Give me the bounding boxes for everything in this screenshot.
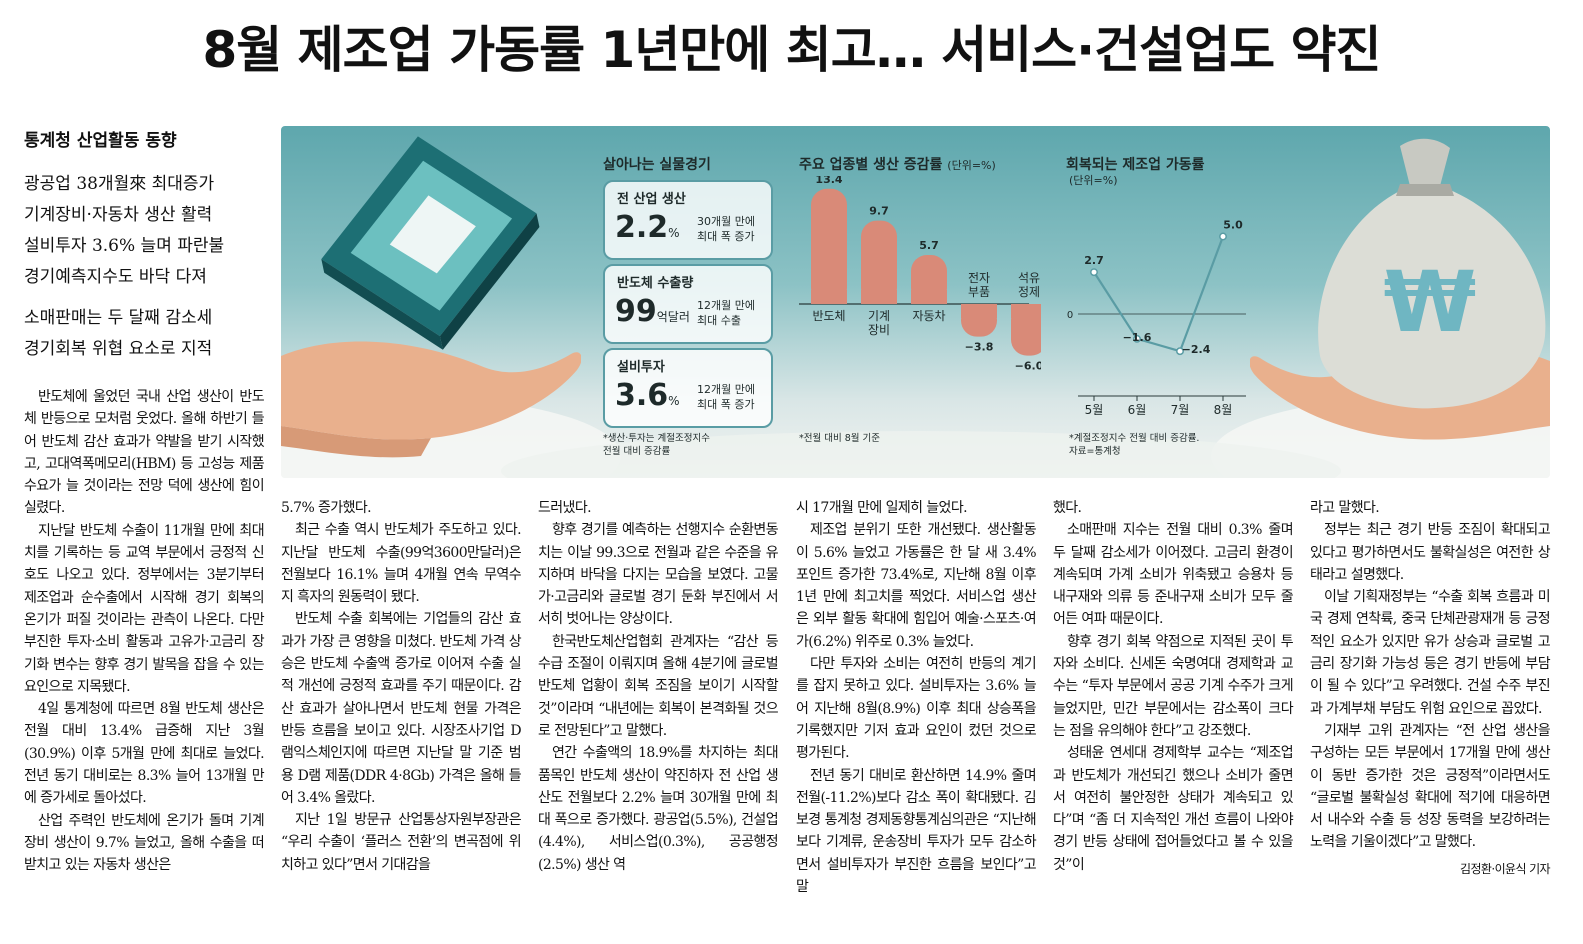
category-label: 전자 — [968, 271, 990, 285]
bar-base — [1011, 304, 1041, 318]
data-label: −1.6 — [1123, 331, 1152, 344]
category-label: 정제 — [1018, 285, 1040, 299]
paragraph: 했다. — [1053, 500, 1082, 516]
category-label: 석유 — [1018, 271, 1040, 285]
bar-base — [861, 290, 897, 304]
paragraph: 지난 1일 방문규 산업통상자원부장관은 “우리 수출이 ‘플러스 전환’의 변… — [281, 812, 522, 873]
data-label: 2.7 — [1084, 254, 1104, 267]
paragraph: 라고 말했다. — [1310, 500, 1380, 516]
data-label: 9.7 — [869, 205, 889, 218]
bar-base — [961, 304, 997, 318]
infographic: ₩ 살아나는 실물경기 전 산업 생산 2.2% 30개월 만에 최대 폭 증가 … — [281, 126, 1550, 478]
stat-desc: 12개월 만에 최대 폭 증가 — [697, 383, 755, 411]
tick-label: 8월 — [1214, 403, 1233, 417]
stat-value: 99억달러 — [615, 294, 690, 329]
data-label: 13.4 — [815, 176, 842, 186]
paragraph: 반도체 수출 회복에는 기업들의 감산 효과가 가장 큰 영향을 미쳤다. 반도… — [281, 611, 522, 806]
stat-label: 전 산업 생산 — [617, 192, 686, 207]
stat-value: 2.2% — [615, 210, 680, 245]
article-column: 반도체에 울었던 국내 산업 생산이 반도체 반등으로 모처럼 웃었다. 올해 … — [24, 386, 265, 877]
data-label: 5.0 — [1223, 219, 1243, 232]
subhead-line: 경기예측지수도 바닥 다져 — [24, 267, 207, 287]
subhead-line: 기계장비·자동차 생산 활력 — [24, 205, 213, 225]
paragraph: 기재부 고위 관계자는 “전 산업 생산을 구성하는 모든 부문에서 17개월 … — [1310, 722, 1551, 851]
headline: 8월 제조업 가동률 1년만에 최고… 서비스·건설업도 약진 — [202, 21, 1381, 79]
line-chart-note: *계절조정지수 전월 대비 증감률. 자료=통계청 — [1069, 433, 1200, 457]
panel1-title: 살아나는 실물경기 — [603, 157, 711, 173]
chip-illustration-icon — [281, 136, 581, 458]
byline: 김정환·이윤식 기자 — [1460, 861, 1551, 876]
stat-desc: 12개월 만에 최대 수출 — [697, 299, 755, 327]
paragraph: 향후 경기를 예측하는 선행지수 순환변동치는 이날 99.3으로 전월과 같은… — [538, 522, 779, 628]
subhead-line: 광공업 38개월來 최대증가 — [24, 174, 215, 194]
paragraph: 소매판매 지수는 전월 대비 0.3% 줄며 두 달째 감소세가 이어졌다. 고… — [1053, 522, 1294, 628]
stat-label: 설비투자 — [617, 360, 665, 375]
paragraph: 시 17개월 만에 일제히 늘었다. — [796, 500, 968, 516]
paragraph: 5.7% 증가했다. — [281, 500, 372, 516]
paragraph: 성태윤 연세대 경제학부 교수는 “제조업과 반도체가 개선되긴 했으나 소비가… — [1053, 745, 1294, 873]
bar-chart-note: *전월 대비 8월 기준 — [799, 433, 881, 444]
article-column: 시 17개월 만에 일제히 늘었다. 제조업 분위기 또한 개선됐다. 생산활동… — [796, 497, 1037, 898]
line-chart: 0 2.7 5월 −1.6 6월 −2.4 7월 5.0 8월 — [1067, 219, 1246, 417]
stat-card: 반도체 수출량 99억달러 12개월 만에 최대 수출 — [603, 264, 773, 344]
subhead-line: 경기회복 위협 요소로 지적 — [24, 339, 213, 359]
paragraph: 향후 경기 회복 약점으로 지적된 곳이 투자와 소비다. 신세돈 숙명여대 경… — [1053, 633, 1294, 739]
article-column: 라고 말했다. 정부는 최근 경기 반등 조짐이 확대되고 있다고 평가하면서도… — [1310, 497, 1551, 880]
tick-label: 7월 — [1171, 403, 1190, 417]
paragraph: 다만 투자와 소비는 여전히 반등의 계기를 잡지 못하고 있다. 설비투자는 … — [796, 656, 1037, 762]
category-label: 반도체 — [812, 309, 845, 323]
paragraph: 반도체에 울었던 국내 산업 생산이 반도체 반등으로 모처럼 웃었다. 올해 … — [24, 389, 265, 517]
tick-label: 5월 — [1085, 403, 1104, 417]
subhead-line: 설비투자 3.6% 늘며 파란불 — [24, 236, 225, 256]
data-label: 5.7 — [919, 239, 939, 252]
subhead: 통계청 산업활동 동향 광공업 38개월來 최대증가 기계장비·자동차 생산 활… — [24, 126, 274, 365]
data-label: −3.8 — [965, 341, 994, 354]
category-label: 기계 — [868, 309, 890, 323]
line-chart-title: 회복되는 제조업 가동률 — [1066, 157, 1205, 173]
data-label: −2.4 — [1182, 343, 1211, 356]
data-point — [1176, 347, 1184, 356]
data-point — [1219, 232, 1227, 241]
paragraph: 연간 수출액의 18.9%를 차지하는 최대 품목인 반도체 생산이 약진하자 … — [538, 745, 779, 873]
bar-chart-title: 주요 업종별 생산 증감률 (단위=%) — [799, 157, 996, 173]
paragraph: 드러냈다. — [538, 500, 592, 516]
paragraph: 정부는 최근 경기 반등 조짐이 확대되고 있다고 평가하면서도 불확실성은 여… — [1310, 522, 1551, 583]
category-label: 장비 — [868, 323, 890, 337]
bar-base — [911, 290, 947, 304]
stat-card: 설비투자 3.6% 12개월 만에 최대 폭 증가 — [603, 348, 773, 428]
zero-label: 0 — [1067, 310, 1073, 321]
panel1-note: *생산·투자는 계절조정지수 전월 대비 증감률 — [603, 433, 710, 457]
data-label: −6.0 — [1015, 360, 1041, 373]
tick-label: 6월 — [1128, 403, 1147, 417]
category-label: 부품 — [968, 285, 990, 299]
subhead-line: 소매판매는 두 달째 감소세 — [24, 308, 213, 328]
stat-card: 전 산업 생산 2.2% 30개월 만에 최대 폭 증가 — [603, 180, 773, 260]
stat-desc: 30개월 만에 최대 폭 증가 — [697, 215, 755, 243]
data-point — [1133, 334, 1141, 343]
data-point — [1090, 268, 1098, 277]
stat-label: 반도체 수출량 — [617, 276, 694, 291]
svg-text:₩: ₩ — [1384, 253, 1477, 351]
series-line — [1093, 236, 1225, 353]
article-column: 5.7% 증가했다. 최근 수출 역시 반도체가 주도하고 있다. 지난달 반도… — [281, 497, 522, 876]
bar — [811, 188, 847, 304]
bar — [861, 220, 897, 304]
article-column: 드러냈다. 향후 경기를 예측하는 선행지수 순환변동치는 이날 99.3으로 … — [538, 497, 779, 876]
paragraph: 최근 수출 역시 반도체가 주도하고 있다. 지난달 반도체 수출(99억360… — [281, 522, 522, 606]
paragraph: 제조업 분위기 또한 개선됐다. 생산활동이 5.6% 늘었고 가동률은 한 달… — [796, 522, 1037, 650]
category-label: 자동차 — [912, 309, 945, 323]
bar-base — [811, 290, 847, 304]
paragraph: 전년 동기 대비로 환산하면 14.9% 줄며 전월(-11.2%)보다 감소 … — [796, 767, 1037, 896]
paragraph: 한국반도체산업협회 관계자는 “감산 등 수급 조절이 이뤄지며 올해 4분기에… — [538, 633, 779, 739]
paragraph: 4일 통계청에 따르면 8월 반도체 생산은 전월 대비 13.4% 급증해 지… — [24, 701, 265, 807]
paragraph: 산업 주력인 반도체에 온기가 돌며 기계장비 생산이 9.7% 늘었고, 올해… — [24, 812, 265, 874]
article-column: 했다. 소매판매 지수는 전월 대비 0.3% 줄며 두 달째 감소세가 이어졌… — [1053, 497, 1294, 876]
subhead-kicker: 통계청 산업활동 동향 — [24, 131, 177, 151]
line-chart-unit: (단위=%) — [1069, 174, 1118, 187]
paragraph: 이날 기획재정부는 “수출 회복 흐름과 미국 경제 연착륙, 중국 단체관광재… — [1310, 589, 1551, 717]
paragraph: 지난달 반도체 수출이 11개월 만에 최대치를 기록하는 등 교역 부문에서 … — [24, 522, 265, 695]
won-money-bag-icon: ₩ — [1250, 138, 1550, 440]
stat-value: 3.6% — [615, 378, 680, 413]
